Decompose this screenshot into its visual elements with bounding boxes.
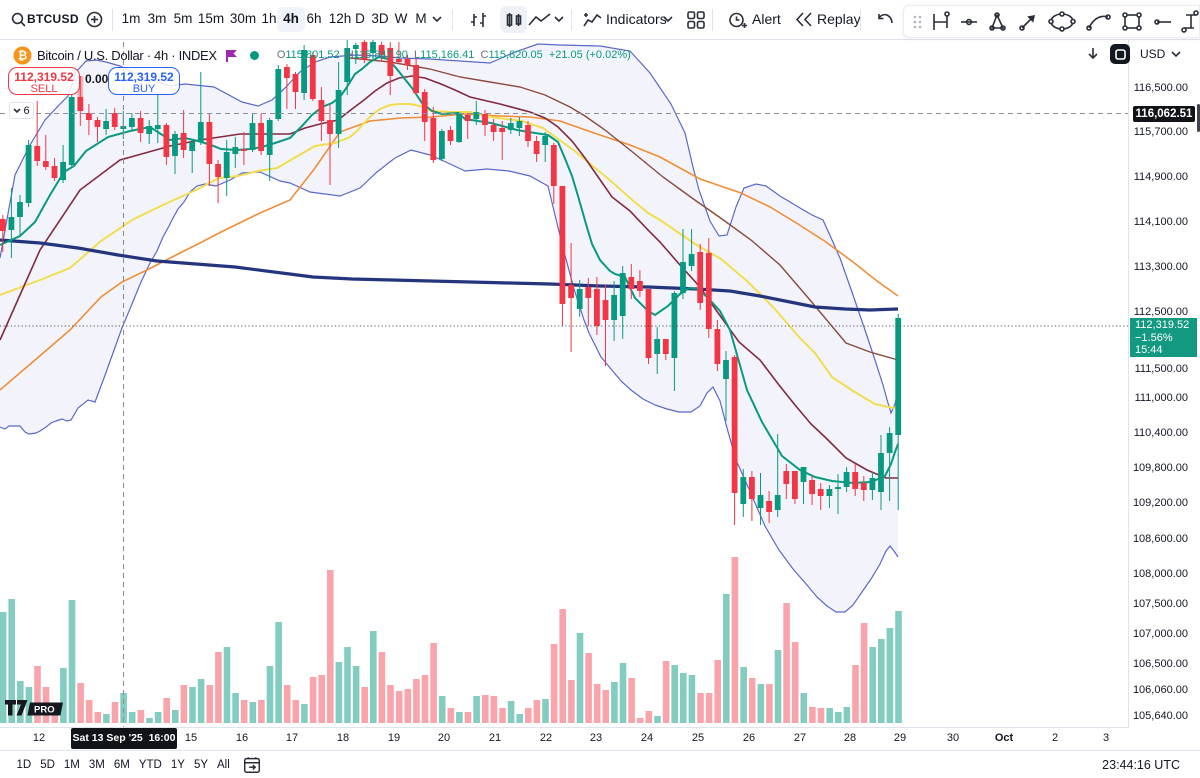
svg-text:₿: ₿ bbox=[18, 50, 27, 62]
svg-text:PRO: PRO bbox=[34, 705, 55, 716]
